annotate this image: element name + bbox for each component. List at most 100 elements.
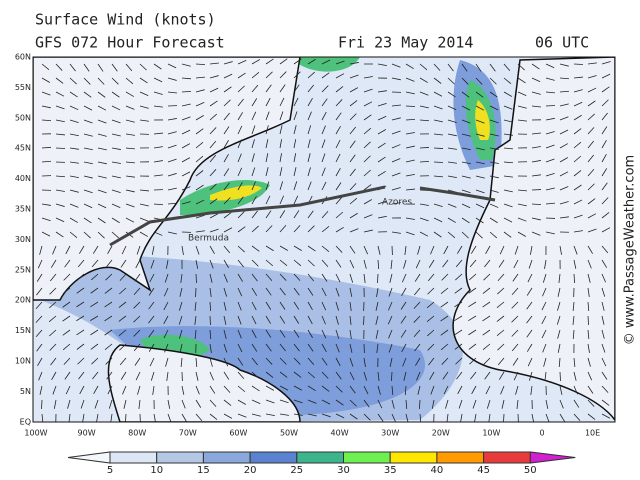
wind-barb [405, 145, 415, 149]
wind-barb [307, 315, 313, 325]
wind-barb [209, 357, 213, 367]
wind-barb [541, 315, 547, 325]
wind-barb [195, 214, 205, 219]
wind-barb [349, 371, 355, 381]
wind-barb [573, 128, 582, 135]
wind-barb [265, 301, 272, 310]
wind-barb [251, 357, 258, 366]
wind-barb [601, 259, 608, 268]
wind-barb [153, 174, 163, 177]
wind-barb [63, 273, 71, 281]
wind-barb [251, 139, 255, 149]
wind-barb [83, 77, 91, 85]
wind-barb [454, 343, 463, 350]
wind-barb [265, 371, 274, 378]
wind-barb [430, 245, 435, 255]
wind-barb [41, 413, 44, 422]
wind-barb [403, 371, 407, 381]
wind-barb [489, 147, 499, 150]
wind-barb [419, 203, 429, 206]
wind-barb [559, 129, 569, 135]
wind-barb [237, 357, 244, 366]
wind-barb [251, 195, 257, 205]
wind-barb [559, 90, 570, 93]
wind-barb [265, 97, 271, 107]
wind-barb [307, 125, 312, 135]
wind-barb [335, 301, 339, 311]
wind-barb [558, 357, 561, 368]
wind-barb [307, 245, 316, 252]
wind-barb [601, 182, 608, 191]
wind-barb [55, 217, 65, 223]
wind-barb [139, 217, 149, 222]
wind-barb [497, 357, 505, 366]
wind-barb [82, 413, 85, 422]
wind-barb [454, 301, 463, 308]
wind-barb [482, 301, 491, 308]
wind-barb [111, 217, 120, 224]
colorbar-segment [483, 451, 531, 464]
wind-barb [573, 214, 583, 219]
wind-barb [426, 315, 435, 323]
wind-barb [511, 343, 519, 352]
wind-barb [237, 196, 244, 205]
wind-barb [513, 259, 519, 269]
route [109, 185, 386, 247]
wind-barb [251, 259, 259, 267]
wind-barb [601, 197, 609, 205]
wind-barb [119, 343, 127, 351]
wind-barb [587, 62, 597, 65]
wind-barb [587, 75, 597, 79]
wind-barb [514, 245, 519, 255]
wind-barb [335, 315, 339, 325]
wind-barb [97, 147, 107, 151]
wind-barb [413, 329, 421, 338]
wind-barb [489, 231, 498, 239]
wind-barb [376, 343, 379, 353]
wind-barb [601, 287, 606, 297]
wind-barb [293, 84, 300, 93]
wind-barb [531, 77, 541, 83]
wind-barb [335, 329, 340, 339]
wind-barb [335, 259, 342, 268]
wind-barb [455, 357, 463, 365]
wind-barb [91, 259, 99, 268]
wind-barb [559, 385, 563, 395]
wind-barb [307, 371, 316, 379]
wind-barb [559, 245, 562, 255]
wind-barb [483, 273, 491, 281]
wind-barb [125, 63, 133, 72]
wind-barb [237, 301, 242, 311]
wind-barb [447, 231, 456, 239]
wind-barb [293, 181, 298, 191]
wind-barb [475, 63, 482, 72]
wind-barb [559, 143, 569, 149]
wind-barb [251, 84, 259, 93]
place-label: Bermuda [188, 234, 229, 244]
wind-barb [167, 144, 177, 149]
wind-barb [307, 259, 315, 267]
wind-barb [251, 225, 259, 233]
wind-barb [237, 315, 242, 325]
wind-barb [389, 357, 393, 367]
wind-barb [251, 385, 260, 392]
wind-barb [474, 413, 477, 422]
wind-barb [153, 146, 163, 149]
lat-label: 5N [20, 387, 31, 396]
wind-barb [572, 301, 575, 311]
wind-barb [447, 161, 457, 164]
wind-barb [335, 99, 343, 107]
wind-barb [400, 315, 407, 324]
wind-barb [279, 195, 285, 205]
wind-barb [237, 259, 244, 268]
colorbar-segment [343, 451, 391, 464]
wind-barb [545, 91, 555, 94]
wind-barb [601, 168, 608, 177]
wind-barb [349, 228, 359, 233]
wind-barb [349, 259, 355, 269]
lon-label: 30W [381, 429, 399, 438]
wind-barb [559, 116, 569, 121]
wind-barb [426, 329, 435, 337]
wind-barb [321, 357, 328, 366]
wind-barb [94, 399, 99, 409]
